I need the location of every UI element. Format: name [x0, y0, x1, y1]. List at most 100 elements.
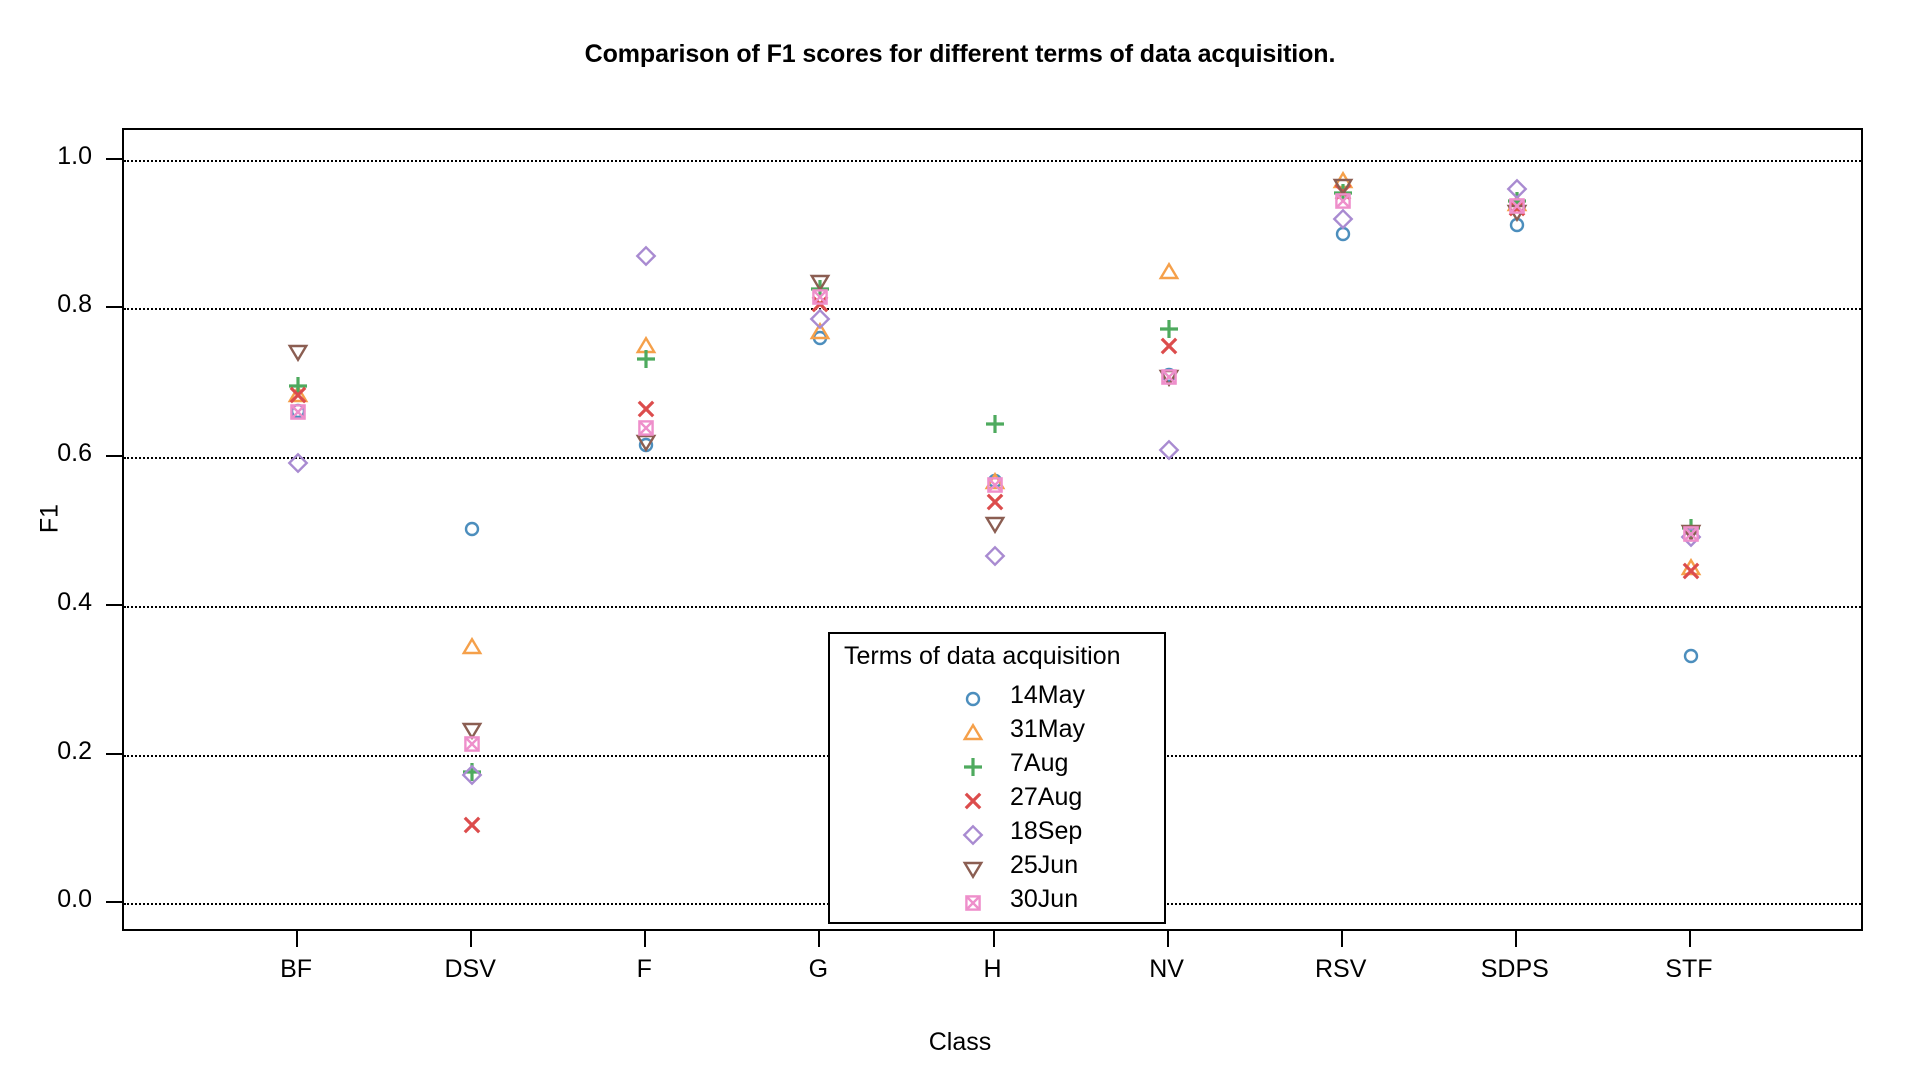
gridline	[124, 605, 1861, 608]
data-point	[1676, 513, 1706, 543]
data-point	[457, 760, 487, 790]
data-point	[1154, 360, 1184, 390]
data-point	[283, 380, 313, 410]
data-point	[805, 289, 835, 319]
y-axis-title: F1	[35, 503, 64, 534]
x-tick-mark	[644, 931, 647, 947]
data-point	[1676, 641, 1706, 671]
data-point	[1676, 517, 1706, 547]
data-point	[283, 380, 313, 410]
legend-item-label: 31May	[1010, 715, 1086, 743]
data-point	[631, 344, 661, 374]
data-point	[1328, 186, 1358, 216]
data-point	[805, 317, 835, 347]
data-point	[1154, 257, 1184, 287]
data-point	[283, 448, 313, 478]
y-tick-label: 0.8	[57, 290, 92, 319]
data-point	[457, 757, 487, 787]
legend: Terms of data acquisition 14May 31May 7Aug…	[828, 632, 1166, 924]
y-axis-tick-labels: 0.0 0.2 0.4 0.6 0.8 1.0	[0, 0, 122, 1080]
x-tick-label: F	[636, 955, 652, 983]
gridline	[124, 457, 1861, 460]
data-point	[1154, 331, 1184, 361]
data-point	[1676, 556, 1706, 586]
data-point	[1502, 197, 1532, 227]
data-point	[1328, 178, 1358, 208]
y-tick-mark	[106, 306, 122, 309]
data-point	[1502, 210, 1532, 240]
data-point	[1502, 174, 1532, 204]
data-point	[1328, 219, 1358, 249]
x-tick-label: RSV	[1314, 955, 1367, 983]
data-point	[1154, 362, 1184, 392]
data-point	[1328, 171, 1358, 201]
legend-item: 25Jun	[830, 851, 1164, 886]
gridline	[124, 159, 1861, 162]
data-point	[805, 282, 835, 312]
x-tick-mark	[1166, 931, 1169, 947]
x-tick-mark	[1514, 931, 1517, 947]
data-point	[457, 810, 487, 840]
data-point	[980, 466, 1010, 496]
y-tick-mark	[106, 157, 122, 160]
open-diamond-icon	[958, 820, 988, 850]
data-point	[1154, 362, 1184, 392]
x-tick-mark	[1340, 931, 1343, 947]
data-point	[1502, 191, 1532, 221]
x-tick-mark	[992, 931, 995, 947]
data-point	[805, 267, 835, 297]
x-tick-mark	[470, 931, 473, 947]
data-point	[980, 541, 1010, 571]
legend-item: 27Aug	[830, 783, 1164, 818]
data-point	[1154, 435, 1184, 465]
legend-item-label: 30Jun	[1010, 885, 1079, 913]
y-tick-label: 0.2	[57, 736, 92, 765]
legend-item: 31May	[830, 715, 1164, 750]
y-tick-mark	[106, 603, 122, 606]
data-point	[631, 413, 661, 443]
data-point	[631, 427, 661, 457]
data-point	[1502, 186, 1532, 216]
boxed-x-icon	[958, 888, 988, 918]
y-tick-label: 0.0	[57, 885, 92, 914]
legend-item: 7Aug	[830, 749, 1164, 784]
data-point	[283, 396, 313, 426]
cross-x-icon	[958, 786, 988, 816]
data-point	[457, 514, 487, 544]
data-point	[1676, 519, 1706, 549]
data-point	[805, 274, 835, 304]
x-tick-label: STF	[1665, 955, 1713, 983]
data-point	[457, 715, 487, 745]
legend-item: 30Jun	[830, 885, 1164, 920]
x-tick-mark	[1688, 931, 1691, 947]
data-point	[1328, 204, 1358, 234]
legend-item-label: 27Aug	[1010, 783, 1083, 811]
x-tick-label: SDPS	[1480, 955, 1549, 983]
data-point	[805, 323, 835, 353]
legend-title: Terms of data acquisition	[844, 642, 1121, 670]
data-point	[1328, 166, 1358, 196]
data-point	[980, 467, 1010, 497]
data-point	[1154, 314, 1184, 344]
data-point	[631, 331, 661, 361]
x-tick-label: DSV	[444, 955, 496, 983]
data-point	[631, 430, 661, 460]
x-axis-title: Class	[928, 1028, 992, 1056]
data-point	[1502, 189, 1532, 219]
x-tick-mark	[818, 931, 821, 947]
data-point	[283, 397, 313, 427]
y-tick-label: 1.0	[57, 141, 92, 170]
open-triangle-up-icon	[958, 718, 988, 748]
x-tick-mark	[296, 931, 299, 947]
legend-item-label: 25Jun	[1010, 851, 1079, 879]
data-point	[631, 241, 661, 271]
x-tick-label: BF	[280, 955, 313, 983]
x-tick-label: NV	[1149, 955, 1184, 983]
data-point	[283, 371, 313, 401]
data-point	[283, 337, 313, 367]
plus-icon	[958, 752, 988, 782]
legend-item-label: 14May	[1010, 681, 1086, 709]
data-point	[1676, 522, 1706, 552]
data-point	[1676, 553, 1706, 583]
